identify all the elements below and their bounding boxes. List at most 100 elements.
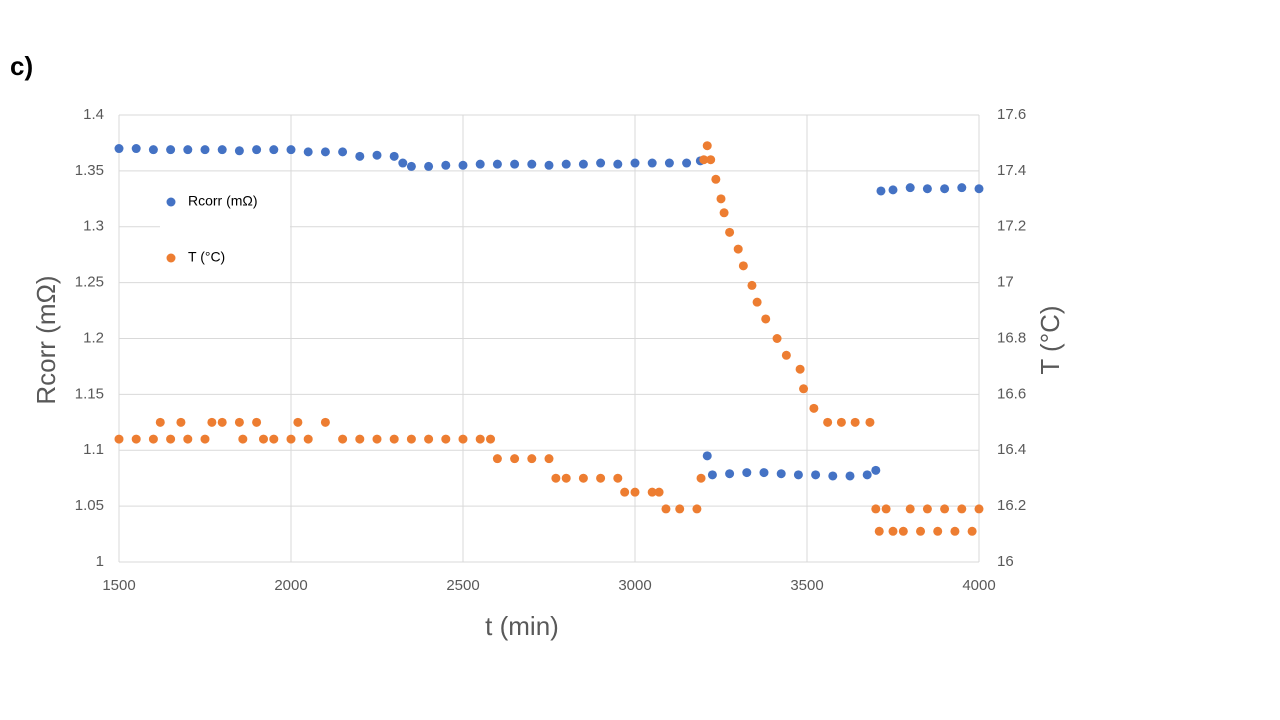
data-point [725, 227, 735, 237]
legend-label: Rcorr (mΩ) [188, 193, 258, 209]
data-point [836, 417, 846, 427]
data-point [865, 417, 875, 427]
data-point [922, 184, 932, 194]
legend-label: T (°C) [188, 249, 225, 265]
data-point [217, 417, 227, 427]
data-point [458, 434, 468, 444]
data-point [148, 434, 158, 444]
y2-tick-label: 17 [997, 274, 1014, 291]
data-point [492, 454, 502, 464]
data-point [544, 160, 554, 170]
y2-axis-title: T (°C) [1035, 305, 1065, 374]
data-point [458, 160, 468, 170]
data-point [957, 504, 967, 514]
y2-tick-label: 17.6 [997, 106, 1026, 123]
data-point [131, 144, 141, 154]
y-tick-label: 1.2 [83, 329, 104, 346]
data-point [398, 158, 408, 168]
data-point [702, 141, 712, 151]
data-point [781, 350, 791, 360]
x-tick-label: 3500 [790, 577, 823, 594]
data-point [630, 487, 640, 497]
data-point [131, 434, 141, 444]
data-point [234, 417, 244, 427]
y-tick-label: 1.3 [83, 218, 104, 235]
data-point [166, 434, 176, 444]
data-point [578, 473, 588, 483]
data-point [303, 434, 313, 444]
data-point [974, 184, 984, 194]
data-point [613, 159, 623, 169]
data-point [406, 161, 416, 171]
data-point [738, 261, 748, 271]
y2-tick-label: 16.6 [997, 385, 1026, 402]
data-point [716, 194, 726, 204]
y-tick-label: 1.1 [83, 441, 104, 458]
data-point [654, 487, 664, 497]
data-point [828, 471, 838, 481]
data-point [725, 469, 735, 479]
data-point [733, 244, 743, 254]
data-point [647, 487, 657, 497]
y2-tick-label: 16.2 [997, 497, 1026, 514]
data-point [355, 151, 365, 161]
data-point [217, 145, 227, 155]
data-point [711, 174, 721, 184]
y2-tick-label: 17.4 [997, 162, 1026, 179]
data-point [759, 468, 769, 478]
y-tick-label: 1 [96, 553, 104, 570]
data-point [613, 473, 623, 483]
data-point [707, 470, 717, 480]
data-point [661, 504, 671, 514]
data-point [881, 504, 891, 514]
legend-box [160, 184, 290, 276]
data-point [675, 504, 685, 514]
data-point [338, 434, 348, 444]
data-point [258, 434, 268, 444]
data-point [269, 434, 279, 444]
data-point [252, 417, 262, 427]
data-point [898, 526, 908, 536]
x-tick-label: 3000 [618, 577, 651, 594]
data-point [874, 526, 884, 536]
data-point [799, 384, 809, 394]
data-point [406, 434, 416, 444]
y2-tick-label: 17.2 [997, 218, 1026, 235]
data-point [389, 151, 399, 161]
legend-marker [166, 253, 176, 263]
y2-tick-label: 16 [997, 553, 1014, 570]
data-point [922, 504, 932, 514]
data-point [183, 434, 193, 444]
data-point [510, 454, 520, 464]
data-point [916, 526, 926, 536]
data-point [933, 526, 943, 536]
data-point [647, 158, 657, 168]
data-point [475, 159, 485, 169]
data-point [957, 183, 967, 193]
y-tick-label: 1.05 [75, 497, 104, 514]
data-point [320, 147, 330, 157]
data-point [355, 434, 365, 444]
data-point [148, 145, 158, 155]
y-tick-label: 1.25 [75, 274, 104, 291]
data-point [320, 417, 330, 427]
data-point [155, 417, 165, 427]
data-point [967, 526, 977, 536]
legend-marker [166, 197, 176, 207]
data-point [974, 504, 984, 514]
data-point [682, 158, 692, 168]
data-point [862, 470, 872, 480]
data-point [747, 280, 757, 290]
data-point [114, 144, 124, 154]
data-point [845, 471, 855, 481]
data-point [664, 158, 674, 168]
data-point [492, 159, 502, 169]
data-point [630, 158, 640, 168]
data-point [795, 364, 805, 374]
data-point [269, 145, 279, 155]
data-point [696, 473, 706, 483]
data-point [183, 145, 193, 155]
data-point [551, 473, 561, 483]
data-point [207, 417, 217, 427]
data-point [200, 434, 210, 444]
